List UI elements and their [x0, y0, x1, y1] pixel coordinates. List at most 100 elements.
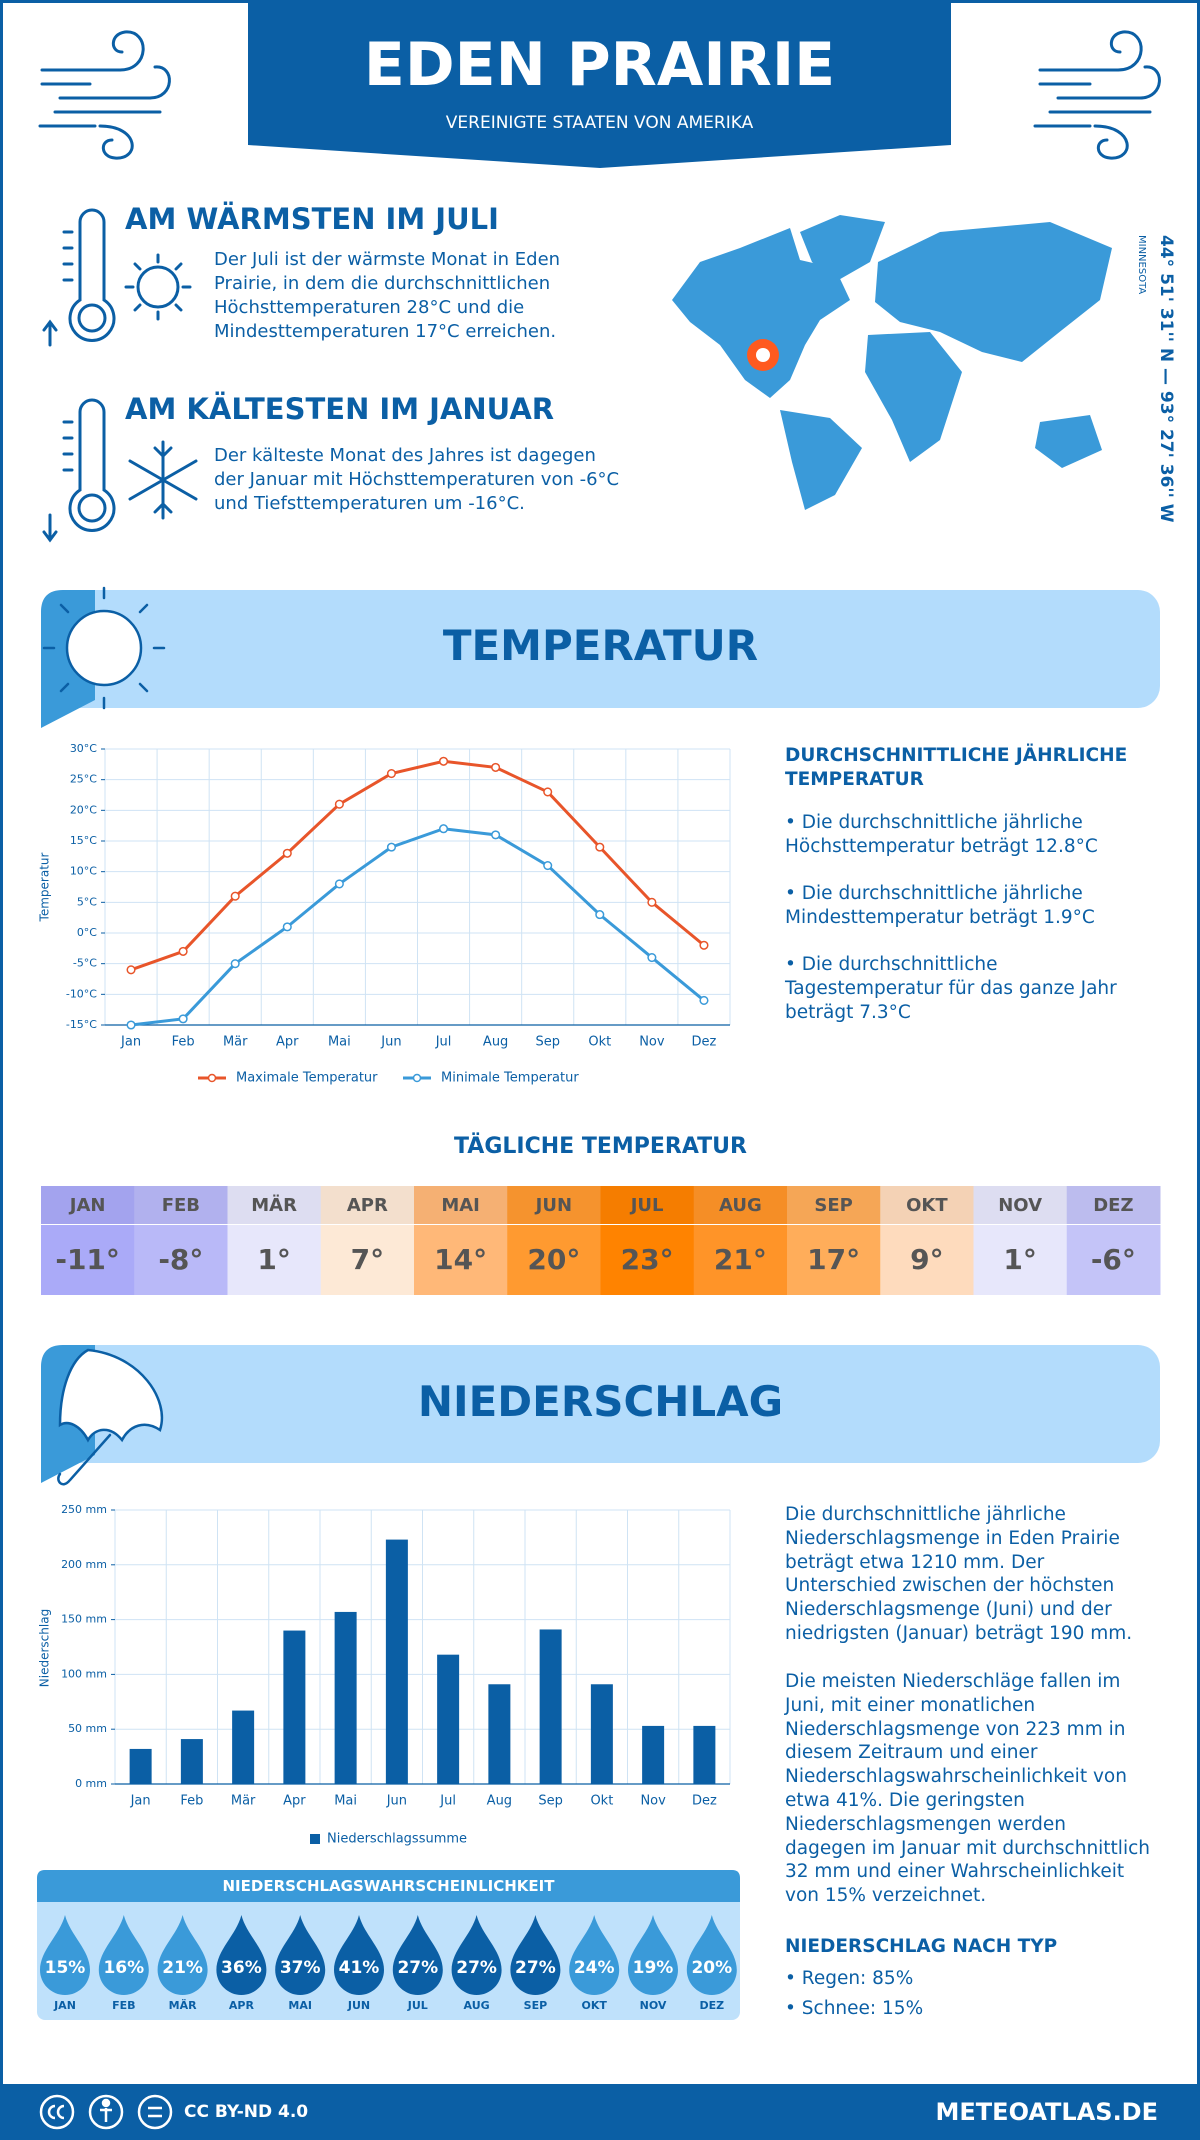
month-label: JAN	[68, 1195, 106, 1216]
bar	[180, 1739, 203, 1784]
probability-month: SEP	[524, 1999, 548, 2012]
header-shade	[600, 1186, 695, 1224]
data-point	[334, 879, 344, 889]
probability-month: JUL	[407, 1999, 428, 2012]
bar	[642, 1725, 665, 1784]
probability-month: NOV	[640, 1999, 667, 2012]
coordinates: 44° 51' 31'' N — 93° 27' 36'' W	[1156, 235, 1176, 523]
bar	[437, 1654, 460, 1784]
temperature-label: -8°	[158, 1243, 203, 1276]
month-header-cell	[973, 1186, 1068, 1224]
data-line	[130, 759, 705, 972]
y-tick-label: 5°C	[77, 895, 97, 908]
header-shade	[880, 1186, 974, 1224]
temperature-cell	[134, 1225, 228, 1295]
probability-drop	[216, 1915, 267, 1995]
temperature-cell	[693, 1225, 788, 1295]
data-point	[699, 995, 709, 1006]
probability-month: JUN	[347, 1999, 370, 2012]
month-header-cell	[507, 1186, 601, 1224]
probability-month: FEB	[112, 1999, 135, 2012]
data-point	[386, 768, 397, 779]
y-axis-label: Niederschlag	[38, 1609, 52, 1687]
month-label: DEZ	[1093, 1195, 1133, 1216]
header-shade	[320, 1186, 415, 1224]
temperature-label: 7°	[351, 1243, 384, 1276]
header-shade	[227, 1186, 322, 1224]
temperature-label: 1°	[1003, 1243, 1036, 1276]
wind-icon-left	[38, 30, 171, 160]
temperature-label: 9°	[910, 1243, 943, 1276]
month-label: JUN	[534, 1195, 572, 1216]
temperature-summary-item: • Die durchschnittliche jährliche Mindes…	[785, 883, 1095, 928]
precipitation-type: • Schnee: 15%	[785, 1998, 924, 2019]
y-tick-label: 20°C	[70, 803, 97, 816]
site-name: METEOATLAS.DE	[935, 2098, 1158, 2126]
y-axis-label: Temperatur	[38, 852, 52, 922]
legend-marker	[412, 1073, 422, 1083]
x-tick-label: Aug	[483, 1035, 508, 1050]
probability-label: 20%	[691, 1958, 732, 1978]
probability-drop	[628, 1915, 678, 1995]
umbrella-icon	[57, 1348, 163, 1486]
legend-swatch	[310, 1834, 320, 1844]
coldest-title: AM KÄLTESTEN IM JANUAR	[125, 392, 555, 426]
y-tick-label: 30°C	[70, 742, 97, 755]
temperature-cell	[414, 1225, 508, 1295]
y-tick-label: 10°C	[70, 865, 97, 878]
precipitation-type-title: NIEDERSCHLAG NACH TYP	[785, 1936, 1058, 1957]
data-point	[178, 946, 188, 956]
month-label: APR	[347, 1195, 388, 1216]
probability-drop	[510, 1915, 561, 1996]
probability-label: 41%	[339, 1958, 380, 1978]
header-shade	[787, 1186, 881, 1224]
x-tick-label: Okt	[590, 1794, 613, 1809]
bar	[283, 1630, 306, 1784]
probability-label: 36%	[221, 1958, 262, 1978]
y-tick-label: 15°C	[70, 834, 97, 847]
data-point	[386, 842, 397, 852]
x-tick-label: Mai	[328, 1035, 351, 1050]
bar	[539, 1629, 562, 1784]
x-tick-label: Sep	[535, 1035, 560, 1050]
month-header-cell	[880, 1186, 974, 1224]
probability-label: 24%	[574, 1958, 615, 1978]
month-label: JUL	[629, 1195, 664, 1216]
temperature-label: 1°	[257, 1243, 290, 1276]
month-label: NOV	[998, 1195, 1042, 1216]
x-tick-label: Mär	[223, 1035, 248, 1050]
data-point	[282, 922, 292, 932]
y-tick-label: 50 mm	[68, 1722, 107, 1735]
temperature-summary-title: DURCHSCHNITTLICHE JÄHRLICHE TEMPERATUR	[785, 745, 1128, 790]
probability-drop	[686, 1915, 737, 1995]
probability-label: 16%	[103, 1958, 144, 1978]
thermometer-cold-icon	[42, 398, 198, 543]
data-point	[438, 756, 449, 766]
region: MINNESOTA	[1136, 235, 1147, 294]
probability-drop	[334, 1915, 384, 1995]
data-point	[230, 959, 240, 969]
header-shade	[973, 1186, 1068, 1224]
month-header-cell	[41, 1186, 135, 1224]
bar	[385, 1539, 408, 1784]
x-tick-label: Aug	[487, 1794, 512, 1809]
y-tick-label: -15°C	[66, 1018, 97, 1031]
month-label: AUG	[719, 1195, 762, 1216]
x-tick-label: Jul	[439, 1794, 456, 1809]
month-header-cell	[227, 1186, 322, 1224]
month-header-cell	[320, 1186, 415, 1224]
x-tick-label: Feb	[172, 1035, 195, 1050]
probability-header	[37, 1870, 740, 1902]
y-tick-label: -10°C	[66, 987, 97, 1000]
temperature-banner	[41, 590, 1160, 708]
x-tick-label: Apr	[276, 1035, 299, 1050]
bar	[129, 1748, 152, 1784]
x-tick-label: Jun	[380, 1035, 401, 1050]
y-tick-label: 200 mm	[61, 1558, 107, 1571]
legend-label: Maximale Temperatur	[236, 1071, 378, 1086]
x-tick-label: Okt	[588, 1035, 611, 1050]
x-tick-label: Dez	[692, 1035, 717, 1050]
precipitation-title: NIEDERSCHLAG	[417, 1377, 784, 1426]
license: CC BY-ND 4.0	[184, 2102, 309, 2122]
temperature-label: -6°	[1091, 1243, 1136, 1276]
